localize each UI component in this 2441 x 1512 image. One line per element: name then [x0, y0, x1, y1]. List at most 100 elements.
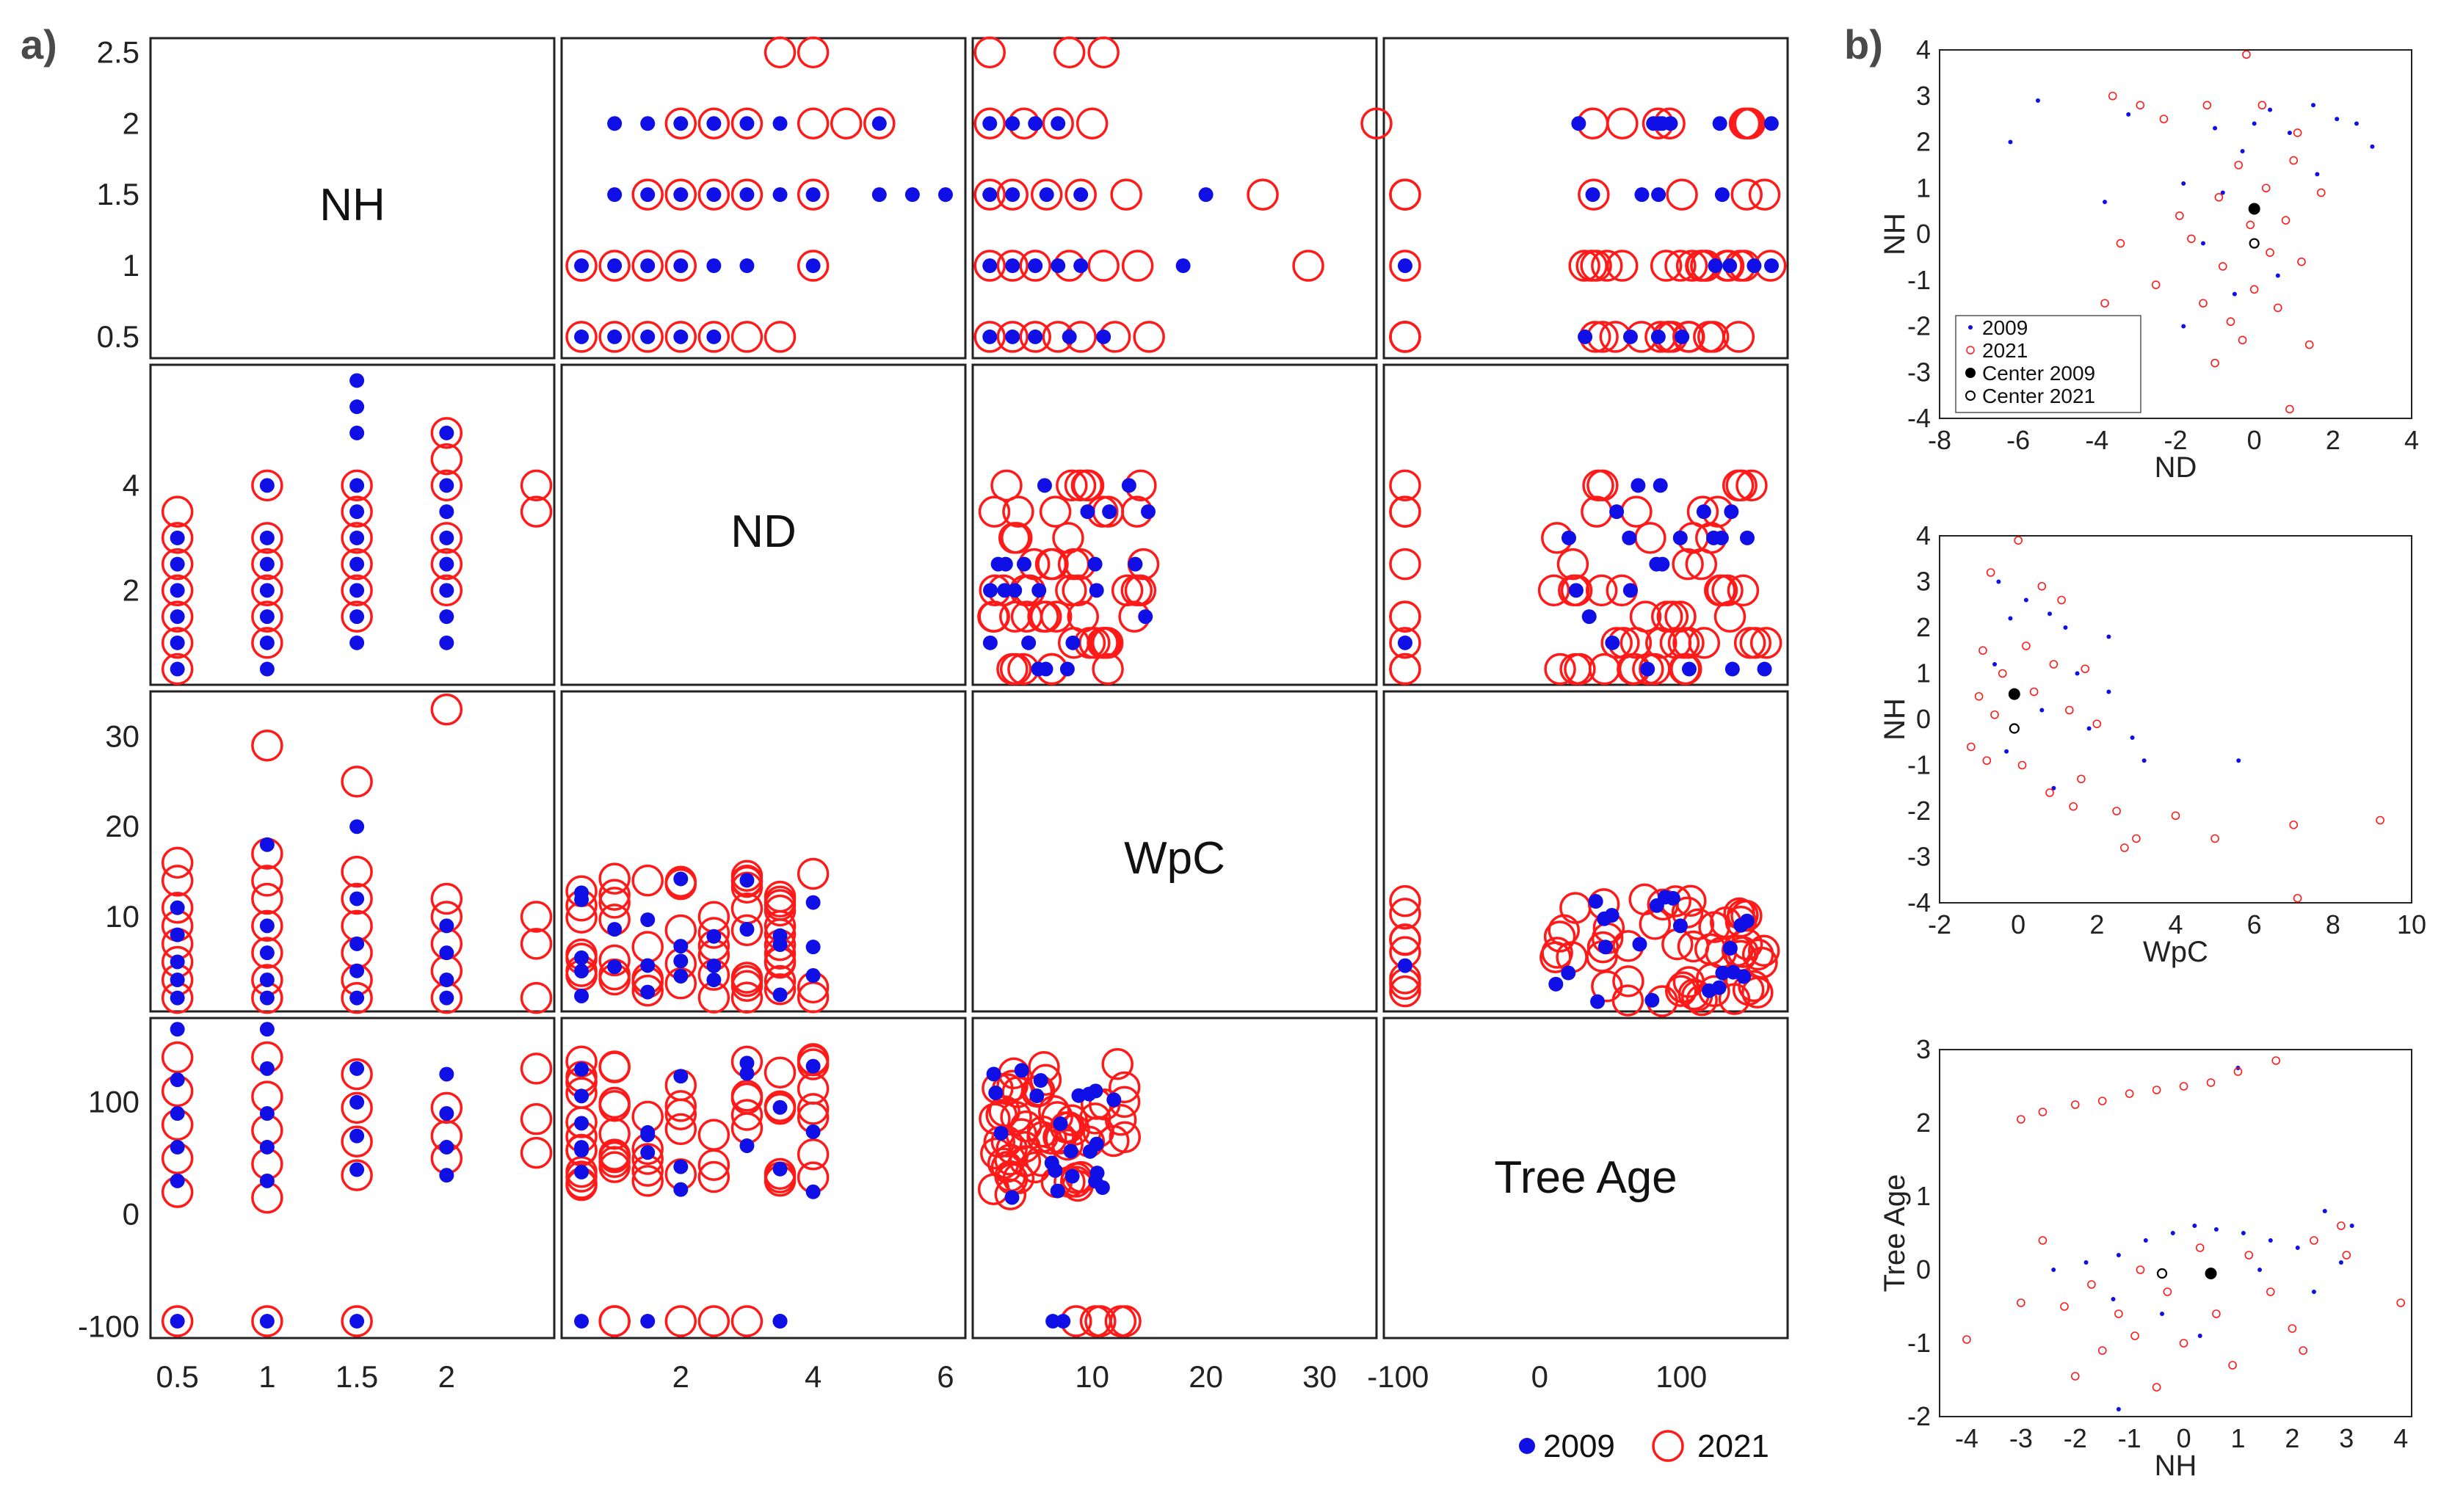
point-2009 — [640, 187, 656, 203]
tick-label-nh-x: 2 — [438, 1359, 455, 1394]
matrix-panel-treeage-vs-nd — [565, 1043, 830, 1337]
point-2009 — [673, 968, 689, 984]
point-2021 — [1731, 107, 1763, 140]
point-2009 — [1028, 116, 1043, 131]
point-2009 — [2349, 1224, 2354, 1228]
diagonal-labels: NH ND WpC Tree Age — [319, 180, 1677, 1203]
point-2021 — [430, 882, 463, 915]
point-2021 — [2257, 101, 2267, 110]
point-2009 — [1632, 937, 1647, 952]
point-2009 — [349, 819, 365, 835]
point-2009 — [673, 1069, 689, 1084]
point-2021 — [1580, 250, 1612, 282]
point-2021 — [1982, 756, 1992, 766]
point-2009 — [1653, 478, 1668, 493]
point-2021 — [996, 178, 1029, 211]
point-2009 — [2051, 785, 2056, 790]
point-2021 — [520, 981, 553, 1014]
point-2021 — [996, 250, 1029, 282]
point-2009 — [1609, 504, 1625, 520]
point-2021 — [1360, 107, 1393, 140]
point-2009 — [2048, 611, 2053, 617]
point-2009 — [259, 583, 275, 598]
point-2009 — [1056, 1314, 1071, 1329]
tick-label-x: 4 — [2168, 909, 2183, 939]
tick-label-treeage-x: 0 — [1531, 1359, 1548, 1394]
point-2021 — [2285, 404, 2294, 414]
matrix-cell-frame — [149, 690, 556, 1013]
point-2009 — [349, 990, 365, 1006]
point-2021 — [1087, 36, 1120, 69]
point-2009 — [574, 885, 590, 901]
point-2009 — [607, 187, 623, 203]
point-2021 — [2077, 774, 2086, 784]
point-2009 — [993, 1125, 1009, 1141]
point-2021 — [2342, 1251, 2351, 1260]
point-2021 — [1389, 884, 1421, 917]
point-2021 — [341, 855, 373, 888]
point-2021 — [2179, 1339, 2188, 1348]
tick-label-treeage-y: 100 — [88, 1085, 139, 1119]
point-2009 — [937, 187, 953, 203]
tick-label-x: 2 — [2089, 909, 2104, 939]
point-2009 — [170, 954, 185, 970]
point-2021 — [2293, 128, 2302, 137]
point-2021 — [520, 1102, 553, 1135]
point-2009 — [739, 258, 755, 274]
tick-label-nh-x: 1.5 — [335, 1359, 378, 1394]
tick-label-treeage-y: -100 — [78, 1309, 139, 1344]
tick-label-x: 3 — [2339, 1423, 2354, 1453]
point-2009 — [2315, 172, 2320, 177]
point-2021 — [2038, 1236, 2048, 1245]
point-2009 — [170, 661, 185, 677]
point-2009 — [805, 939, 821, 955]
matrix-cell-frame — [971, 363, 1378, 686]
point-2009 — [2232, 291, 2237, 297]
matrix-cell-frame — [1382, 363, 1789, 686]
point-2021 — [697, 1119, 730, 1151]
point-2009 — [1028, 258, 1043, 274]
point-2021 — [1051, 1128, 1084, 1161]
point-2021 — [341, 882, 373, 915]
point-2009 — [2023, 597, 2028, 603]
point-2009 — [640, 984, 656, 1000]
point-2009 — [170, 927, 185, 942]
point-2009 — [1062, 329, 1077, 344]
tick-label-y: 3 — [1916, 81, 1931, 111]
point-2021 — [2238, 335, 2247, 345]
legend-b-2009-marker — [1968, 325, 1973, 330]
point-2009 — [574, 1088, 590, 1104]
point-2021 — [2266, 1287, 2275, 1296]
point-2021 — [1389, 898, 1421, 930]
point-2009 — [772, 116, 788, 131]
point-2021 — [2130, 1331, 2139, 1340]
point-2009 — [2268, 107, 2273, 112]
point-2009 — [259, 478, 275, 493]
point-2009 — [805, 968, 821, 984]
tick-label-y: -3 — [1907, 357, 1931, 387]
legend-a: 2009 2021 — [1519, 1428, 1769, 1464]
point-2021 — [1010, 600, 1043, 633]
diag-label-nd: ND — [730, 506, 797, 557]
point-2021 — [987, 1147, 1020, 1180]
point-2021 — [1685, 548, 1718, 581]
point-2021 — [664, 107, 697, 140]
tick-label-x: -2 — [2163, 425, 2187, 455]
point-2009 — [772, 987, 788, 1003]
point-2009 — [2236, 758, 2241, 763]
point-2009 — [1089, 583, 1104, 598]
legend-b-center2021-marker — [1965, 390, 1976, 401]
point-2021 — [697, 107, 730, 140]
point-2009 — [1708, 258, 1723, 274]
point-2009 — [2130, 735, 2135, 740]
point-2021 — [1389, 627, 1421, 659]
tick-label-x: 2 — [2326, 425, 2340, 455]
point-2021 — [830, 107, 863, 140]
point-2021 — [1645, 627, 1677, 659]
point-2021 — [2289, 820, 2299, 829]
point-2021 — [1986, 568, 1995, 577]
point-2009 — [2268, 1238, 2273, 1243]
point-2009 — [1581, 609, 1597, 625]
point-2021 — [990, 469, 1023, 502]
point-2021 — [1030, 178, 1063, 211]
